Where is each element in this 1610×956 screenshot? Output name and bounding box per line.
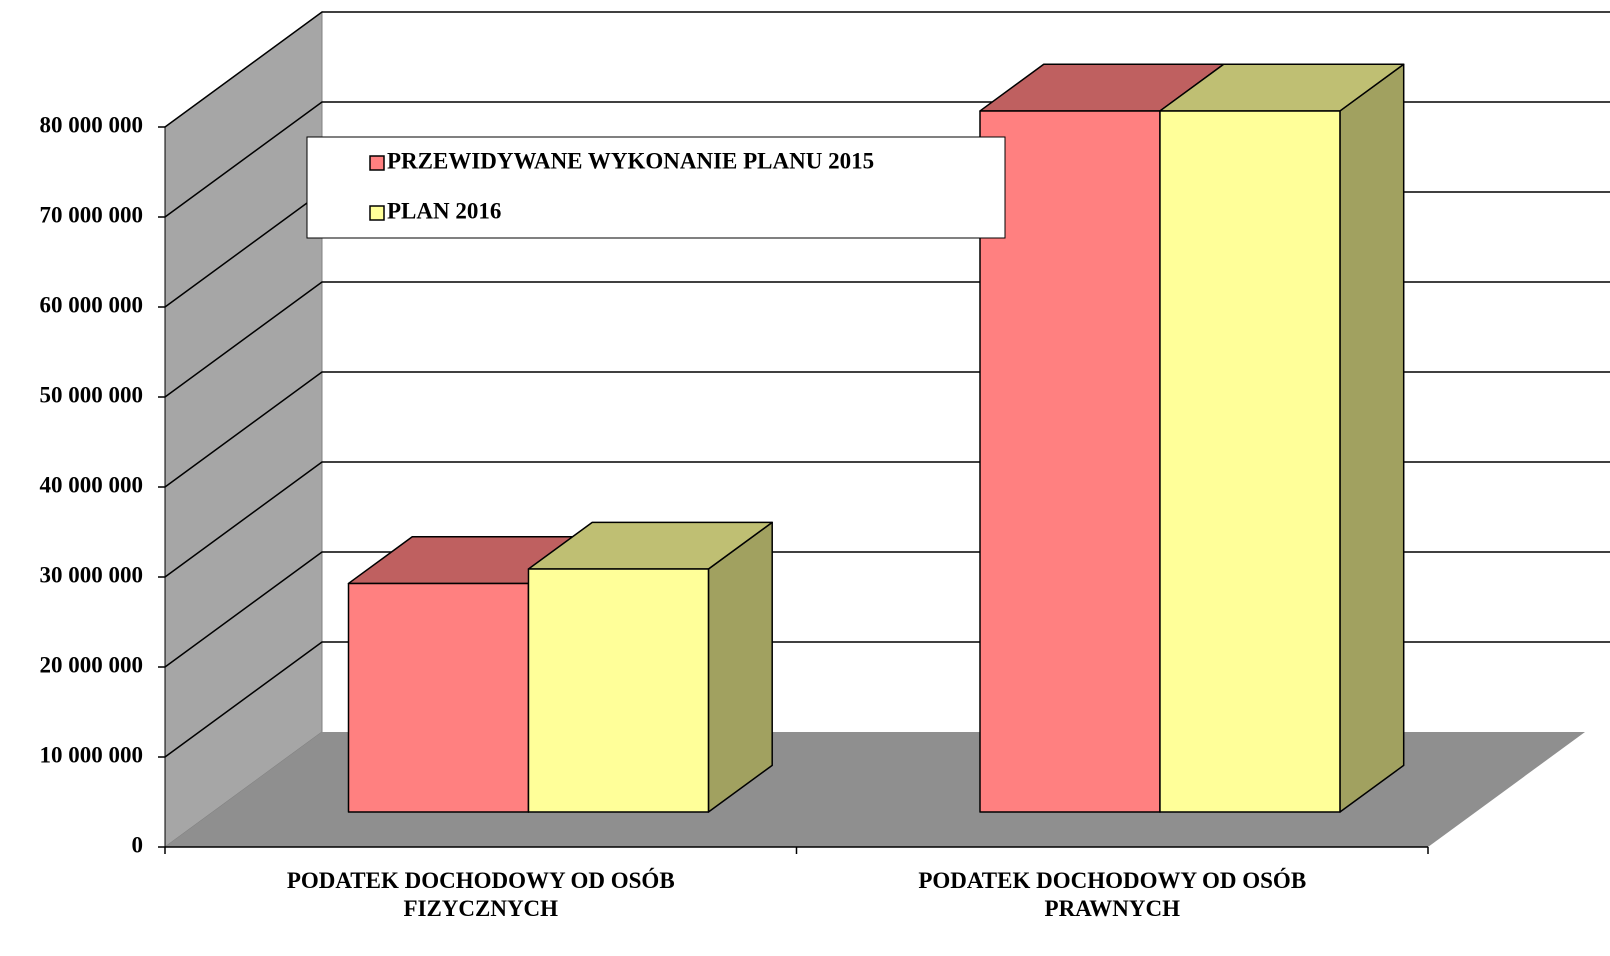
legend-swatch	[369, 155, 385, 171]
y-tick-label: 60 000 000	[40, 292, 144, 317]
bar-front	[527, 568, 710, 813]
y-tick-label: 10 000 000	[40, 742, 144, 767]
y-tick-label: 40 000 000	[40, 472, 144, 497]
bar-front	[347, 582, 530, 813]
legend-label: PRZEWIDYWANE WYKONANIE PLANU 2015	[387, 148, 874, 173]
y-tick-label: 70 000 000	[40, 202, 144, 227]
bar-side	[1339, 63, 1405, 813]
legend-swatch	[369, 205, 385, 221]
legend: PRZEWIDYWANE WYKONANIE PLANU 2015 PLAN 20…	[306, 136, 1006, 239]
legend-label: PLAN 2016	[387, 198, 501, 223]
bar	[527, 521, 773, 813]
legend-box	[306, 136, 1006, 239]
bar	[1159, 63, 1405, 813]
x-tick-label: PODATEK DOCHODOWY OD OSÓB PRAWNYCH	[918, 867, 1306, 921]
y-tick-label: 50 000 000	[40, 382, 144, 407]
y-tick-label: 80 000 000	[40, 112, 144, 137]
y-tick-label: 20 000 000	[40, 652, 144, 677]
x-tick-label: PODATEK DOCHODOWY OD OSÓB FIZYCZNYCH	[287, 867, 675, 921]
y-tick-label: 30 000 000	[40, 562, 144, 587]
bar-front	[1159, 110, 1341, 813]
y-tick-label: 0	[132, 832, 144, 857]
grid-line	[164, 11, 1610, 128]
bar-front	[979, 110, 1161, 813]
bar-side	[707, 521, 773, 813]
